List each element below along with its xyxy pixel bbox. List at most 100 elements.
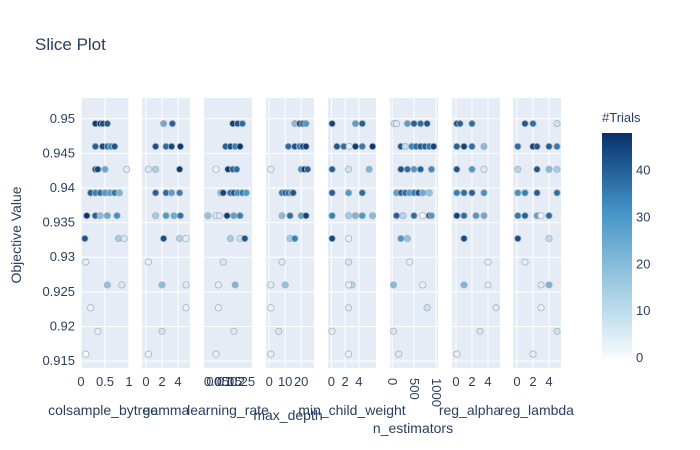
- data-point: [275, 327, 283, 335]
- data-point: [453, 142, 461, 151]
- data-point: [182, 304, 190, 312]
- data-point: [358, 189, 366, 197]
- y-tick-label: 0.945: [42, 145, 75, 160]
- colorbar-tick-label: 0: [636, 350, 643, 365]
- x-axis-label: max_depth: [253, 407, 322, 423]
- x-tick-label: 4: [355, 374, 362, 389]
- data-point: [333, 142, 341, 151]
- data-point: [365, 165, 373, 173]
- x-tick-label: 500: [407, 378, 422, 400]
- data-point: [492, 304, 500, 312]
- data-point: [351, 212, 360, 220]
- data-point: [289, 189, 297, 197]
- data-point: [176, 142, 184, 151]
- data-point: [514, 142, 522, 151]
- x-tick-label: 2: [342, 374, 349, 389]
- data-point: [392, 212, 401, 220]
- y-tick-label: 0.935: [42, 215, 75, 230]
- data-point: [103, 212, 112, 220]
- data-point: [351, 142, 360, 151]
- data-point: [529, 350, 537, 358]
- data-point: [219, 189, 227, 197]
- data-point: [397, 165, 405, 173]
- data-point: [344, 189, 353, 197]
- data-point: [389, 281, 398, 289]
- data-point: [406, 258, 414, 266]
- data-point: [82, 258, 90, 266]
- x-tick-label: 4: [484, 374, 491, 389]
- data-point: [144, 258, 152, 266]
- y-tick-label: 0.925: [42, 284, 75, 299]
- x-axis-label: learning_rate: [187, 402, 269, 418]
- x-tick-label: 2: [529, 374, 536, 389]
- x-tick-label: 0: [77, 374, 84, 389]
- x-tick-label: 4: [174, 374, 181, 389]
- data-point: [514, 212, 522, 220]
- data-point: [215, 212, 223, 220]
- data-point: [460, 234, 468, 243]
- data-point: [545, 165, 553, 173]
- data-point: [204, 212, 212, 220]
- data-point: [480, 189, 488, 197]
- data-point: [94, 165, 102, 173]
- data-point: [416, 165, 425, 173]
- data-point: [176, 165, 184, 173]
- x-tick-label: 0: [206, 374, 213, 389]
- data-point: [351, 120, 360, 128]
- data-point: [480, 212, 488, 220]
- data-point: [82, 350, 90, 358]
- data-point: [302, 212, 310, 220]
- data-point: [453, 189, 461, 197]
- panel-max-depth: 0 10 20 max_depth: [253, 98, 323, 423]
- data-point: [392, 120, 401, 128]
- data-point: [453, 350, 461, 358]
- panel-background: [513, 98, 561, 368]
- data-point: [226, 234, 234, 243]
- x-axis-label: reg_lambda: [500, 402, 574, 418]
- x-tick-label: 0: [328, 374, 335, 389]
- data-point: [460, 281, 468, 289]
- chart-title: Slice Plot: [35, 35, 106, 54]
- data-point: [219, 258, 227, 266]
- data-point: [158, 281, 166, 289]
- data-point: [468, 189, 476, 197]
- data-point: [242, 189, 250, 197]
- data-point: [91, 142, 100, 151]
- x-tick-label: 1: [125, 374, 132, 389]
- data-point: [231, 281, 239, 289]
- x-axis-label: n_estimators: [373, 420, 453, 436]
- x-tick-label: 0: [385, 378, 400, 385]
- data-point: [168, 120, 176, 128]
- data-point: [344, 281, 353, 289]
- data-point: [553, 165, 561, 173]
- data-point: [419, 212, 427, 220]
- x-tick-label: 0: [452, 374, 459, 389]
- data-point: [368, 142, 377, 151]
- colorbar: #Trials 0 10 20 30 40: [602, 110, 650, 365]
- x-tick-label: 0.1: [214, 374, 232, 389]
- y-axis-ticks: 0.915 0.92 0.925 0.93 0.935 0.94 0.945 0.95: [42, 111, 75, 368]
- data-point: [241, 234, 249, 243]
- data-point: [423, 120, 431, 128]
- x-tick-label: 20: [294, 374, 308, 389]
- data-point: [267, 281, 275, 289]
- data-point: [521, 189, 529, 197]
- data-point: [81, 234, 89, 243]
- data-point: [176, 189, 184, 197]
- data-point: [303, 165, 312, 173]
- data-point: [358, 212, 366, 220]
- data-point: [358, 120, 366, 128]
- data-point: [545, 212, 553, 220]
- x-tick-label: 0: [142, 374, 149, 389]
- data-point: [553, 327, 561, 335]
- panel-background: [266, 98, 314, 368]
- data-point: [537, 304, 545, 312]
- y-tick-label: 0.915: [42, 353, 75, 368]
- data-point: [460, 212, 468, 220]
- data-point: [468, 120, 476, 128]
- x-axis-label: reg_alpha: [439, 402, 501, 418]
- data-point: [399, 212, 407, 220]
- data-point: [162, 212, 170, 220]
